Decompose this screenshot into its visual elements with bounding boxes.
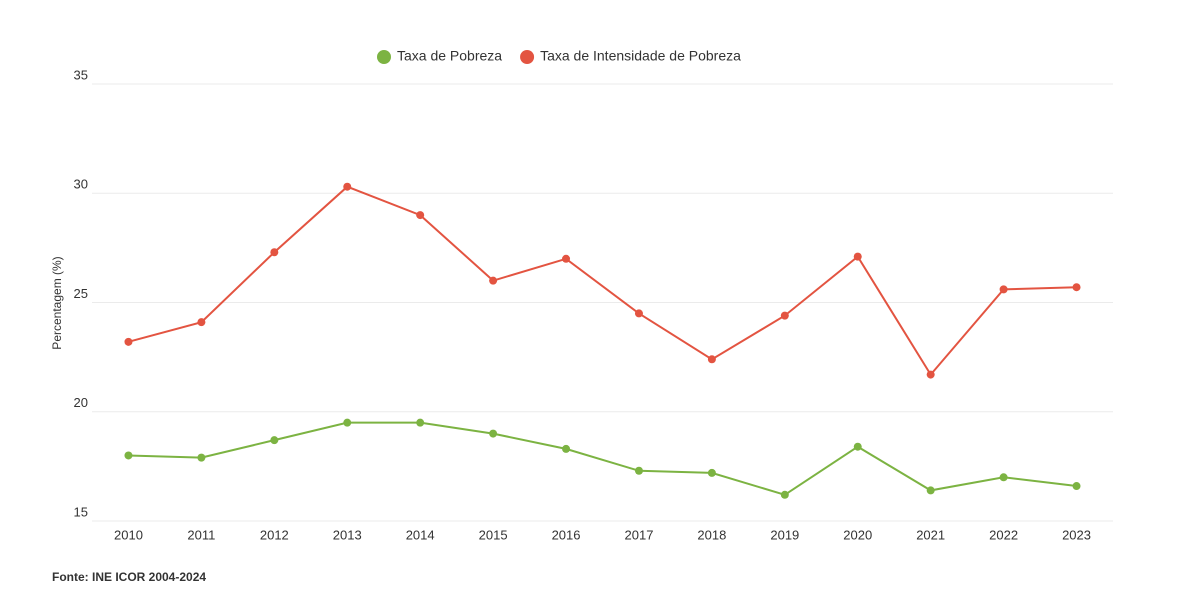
point (489, 276, 498, 285)
point (197, 453, 206, 462)
x-tick-label: 2013 (333, 527, 362, 542)
point (707, 355, 716, 364)
point (1072, 283, 1081, 292)
y-tick-label: 25 (74, 286, 88, 301)
point (489, 429, 498, 438)
point (707, 468, 716, 477)
point (343, 418, 352, 427)
point (926, 370, 935, 379)
x-tick-label: 2016 (552, 527, 581, 542)
point (416, 418, 425, 427)
point (999, 285, 1008, 294)
source: Fonte: INE ICOR 2004-2024 (52, 570, 206, 584)
y-tick-label: 15 (74, 504, 88, 519)
point (634, 466, 643, 475)
line (128, 421, 1077, 496)
point (124, 337, 133, 346)
x-tick-label: 2017 (625, 527, 654, 542)
x-tick-label: 2023 (1062, 527, 1091, 542)
line (128, 185, 1077, 377)
y-axis-label: Percentagem (%) (50, 256, 64, 349)
point (1072, 482, 1081, 491)
point (780, 490, 789, 499)
legend-label: Taxa de Pobreza (397, 48, 502, 64)
y-tick-label: 20 (74, 395, 88, 410)
point (562, 444, 571, 453)
legend-label: Taxa de Intensidade de Pobreza (540, 48, 741, 64)
point (853, 252, 862, 261)
y-tick-label: 35 (74, 67, 88, 82)
x-tick-label: 2012 (260, 527, 289, 542)
x-tick-label: 2019 (770, 527, 799, 542)
y-tick-label: 30 (74, 177, 88, 192)
point (780, 311, 789, 320)
x-tick-label: 2015 (479, 527, 508, 542)
point (853, 442, 862, 451)
point (124, 451, 133, 460)
x-tick-label: 2021 (916, 527, 945, 542)
legend-marker (520, 50, 535, 64)
point (634, 309, 643, 318)
point (197, 318, 206, 327)
point (999, 473, 1008, 482)
point (343, 182, 352, 191)
x-tick-label: 2010 (114, 527, 143, 542)
legend: Taxa de Pobreza Taxa de Intensidade de Po… (377, 48, 741, 64)
x-tick-label: 2020 (843, 527, 872, 542)
point (270, 248, 279, 257)
point (926, 486, 935, 495)
x-tick-label: 2018 (697, 527, 726, 542)
x-tick-label: 2011 (187, 527, 215, 542)
x-tick-label: 2014 (406, 527, 435, 542)
point (270, 436, 279, 445)
point (562, 254, 571, 263)
x-tick-label: 2022 (989, 527, 1018, 542)
legend-marker (377, 50, 391, 64)
point (416, 211, 425, 220)
